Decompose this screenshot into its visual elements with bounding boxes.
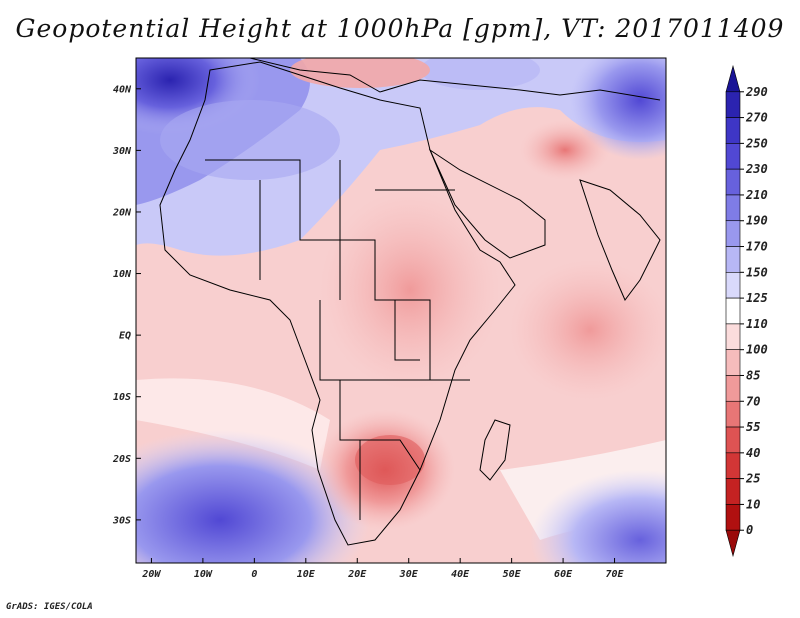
colorbar-swatch: [725, 323, 741, 350]
latitude-axis: 40N 30N 20N 10N EQ 10S 20S 30S: [112, 84, 141, 526]
colorbar-label: 125: [746, 291, 768, 305]
lat-tick-label: 30N: [112, 146, 132, 157]
colorbar-swatch: [725, 246, 741, 273]
lon-tick-label: 60E: [554, 569, 573, 580]
colorbar-swatch: [725, 452, 741, 479]
colorbar-label: 25: [745, 472, 760, 486]
colorbar-swatch: [725, 64, 741, 93]
lat-tick-label: 40N: [113, 84, 132, 95]
colorbar-swatch: [725, 478, 741, 505]
colorbar-swatch: [725, 91, 741, 118]
colorbar-label: 0: [746, 523, 753, 537]
colorbar-label: 230: [745, 162, 768, 176]
colorbar-label: 70: [746, 394, 760, 408]
lon-tick-label: 10W: [194, 569, 213, 580]
colorbar-swatch: [725, 375, 741, 402]
lon-tick-label: 0: [251, 569, 257, 580]
colorbar-swatch: [725, 220, 741, 247]
colorbar-swatch: [725, 504, 741, 531]
colorbar-label: 85: [746, 368, 760, 382]
colorbar-swatch: [725, 400, 741, 428]
height-field: [136, 58, 666, 563]
credit-label: GrADS: IGES/COLA: [6, 602, 93, 612]
colorbar-label: 170: [746, 240, 768, 254]
colorbar-label: 250: [745, 136, 768, 150]
colorbar-swatch: [725, 349, 741, 376]
page-title: Geopotential Height at 1000hPa [gpm], VT…: [15, 14, 785, 43]
colorbar-label: 10: [746, 497, 760, 511]
colorbar-swatch: [725, 194, 741, 222]
colorbar-label: 55: [746, 420, 760, 434]
coastlines: [159, 58, 661, 546]
colorbar-swatch: [725, 168, 741, 196]
colorbar-swatch: [725, 117, 741, 144]
lat-tick-label: 30S: [112, 515, 131, 526]
colorbar-label: 270: [745, 111, 768, 125]
colorbar-label: 100: [746, 343, 768, 357]
colorbar-label: 40: [746, 446, 760, 460]
colorbar-label: 190: [746, 214, 768, 228]
colorbar-label: 110: [746, 317, 768, 331]
map-frame: [135, 57, 667, 564]
lat-tick-label: 20N: [112, 207, 132, 218]
lon-tick-label: 30E: [399, 569, 419, 580]
lon-tick-label: 40E: [451, 569, 470, 580]
colorbar-label: 290: [745, 85, 768, 99]
lat-tick-label: 10N: [113, 269, 132, 280]
colorbar-label: 150: [746, 265, 768, 279]
colorbar-swatch: [725, 143, 741, 170]
lat-tick-label: 10S: [113, 392, 131, 403]
colorbar-swatch: [725, 297, 741, 325]
lat-tick-label: EQ: [119, 331, 131, 342]
lon-tick-label: 20W: [141, 569, 161, 580]
colorbar-swatch: [725, 529, 741, 558]
colorbar-label: 210: [745, 188, 768, 202]
lon-tick-label: 70E: [606, 569, 625, 580]
colorbar-swatch: [725, 272, 741, 299]
colorbar-swatch: [725, 426, 741, 454]
longitude-axis: 20W 10W 0 10E 20E 30E 40E 50E 60E 70E: [141, 558, 625, 580]
lon-tick-label: 50E: [503, 569, 522, 580]
colorbar: 2902702502302101901701501251101008570554…: [725, 64, 768, 558]
lon-tick-label: 10E: [297, 569, 316, 580]
lat-tick-label: 20S: [112, 454, 131, 465]
lon-tick-label: 20E: [347, 569, 367, 580]
